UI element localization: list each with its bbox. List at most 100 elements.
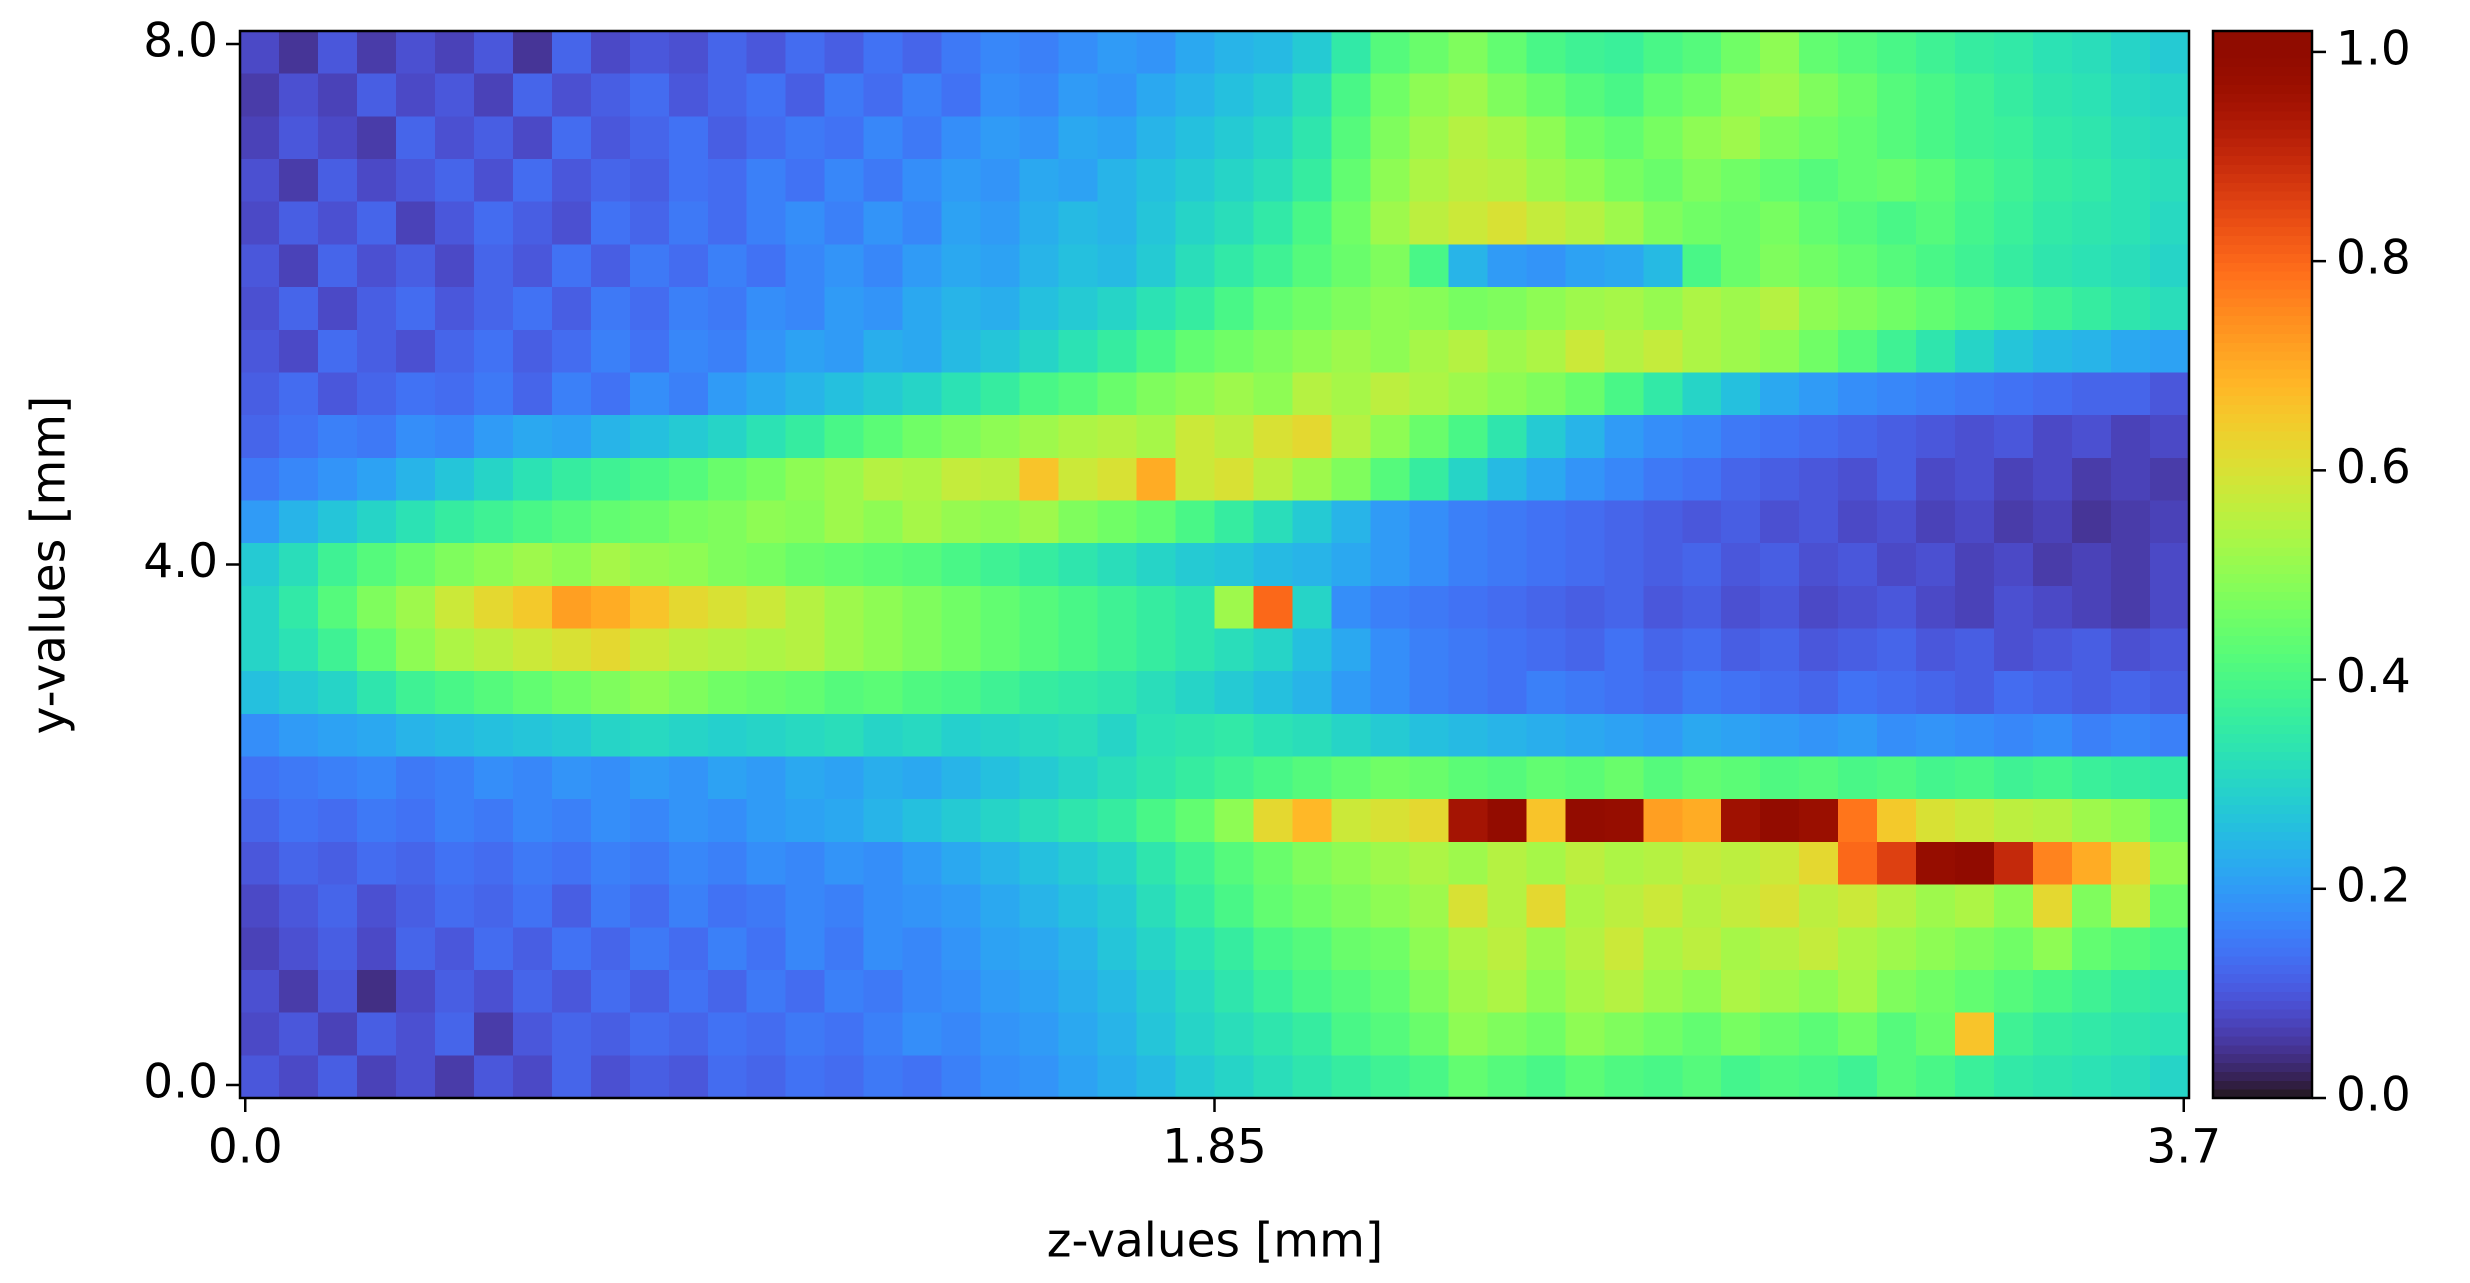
heatmap-cell [1721, 372, 1761, 416]
heatmap-cell [1994, 201, 2034, 245]
heatmap-cell [1916, 73, 1956, 117]
heatmap-cell [941, 543, 982, 587]
colorbar-frame [2211, 29, 2314, 1100]
heatmap-cell [590, 1055, 631, 1099]
heatmap-cell [1838, 927, 1878, 971]
heatmap-cell [1916, 1055, 1956, 1099]
colorbar-gradient [2213, 760, 2312, 770]
heatmap-cell [1019, 969, 1060, 1014]
heatmap-cell [824, 244, 865, 288]
heatmap-cell [902, 969, 943, 1014]
heatmap-cell [1604, 415, 1644, 459]
colorbar-gradient [2213, 199, 2312, 210]
heatmap-cell [1877, 713, 1917, 758]
colorbar-gradient [2213, 715, 2312, 726]
heatmap-cell [1409, 500, 1449, 544]
heatmap-cell [1097, 969, 1138, 1014]
heatmap-cell [1916, 329, 1956, 374]
heatmap-cell [1487, 244, 1527, 288]
heatmap-cell [1214, 585, 1255, 630]
heatmap-cell [941, 841, 982, 886]
heatmap-cell [629, 201, 670, 245]
heatmap-cell [1175, 372, 1216, 416]
heatmap-cell [434, 1055, 475, 1099]
heatmap-cell [1526, 244, 1566, 288]
colorbar-gradient [2213, 431, 2312, 441]
heatmap-cell [240, 500, 280, 544]
heatmap-cell [1877, 116, 1917, 160]
colorbar-gradient [2213, 546, 2312, 557]
heatmap-cell [434, 372, 475, 416]
heatmap-cell [824, 1055, 865, 1099]
heatmap-cell [473, 372, 514, 416]
heatmap-cell [1136, 543, 1177, 587]
heatmap-cell [473, 457, 514, 502]
heatmap-cell [1526, 116, 1566, 160]
heatmap-cell [551, 1012, 592, 1056]
heatmap-cell [1760, 244, 1800, 288]
heatmap-cell [512, 671, 553, 715]
heatmap-cell [1292, 585, 1333, 630]
heatmap-cell [2033, 287, 2073, 331]
heatmap-cell [1019, 1012, 1060, 1056]
heatmap-cell [1877, 201, 1917, 245]
heatmap-cell [1019, 713, 1060, 758]
heatmap-cell [902, 756, 943, 800]
heatmap-cell [668, 713, 709, 758]
heatmap-cell [278, 159, 319, 203]
heatmap-cell [1487, 457, 1527, 502]
heatmap-cell [1487, 543, 1527, 587]
heatmap-cell [863, 287, 904, 331]
heatmap-cell [1955, 201, 1995, 245]
heatmap-cell [1994, 159, 2034, 203]
heatmap-cell [1175, 415, 1216, 459]
heatmap-cell [1877, 628, 1917, 672]
heatmap-cell [473, 543, 514, 587]
heatmap-cell [902, 500, 943, 544]
heatmap-cell [1799, 500, 1839, 544]
heatmap-cell [1292, 372, 1333, 416]
heatmap-cell [785, 927, 826, 971]
heatmap-cell [317, 116, 358, 160]
heatmap-cell [1058, 329, 1099, 374]
heatmap-cell [980, 799, 1021, 843]
heatmap-cell [317, 329, 358, 374]
heatmap-cell [2150, 287, 2190, 331]
heatmap-cell [1877, 841, 1917, 886]
heatmap-cell [1097, 756, 1138, 800]
heatmap-cell [1019, 585, 1060, 630]
heatmap-cell [941, 884, 982, 928]
colorbar-gradient [2213, 822, 2312, 832]
heatmap-cell [1682, 969, 1722, 1014]
heatmap-cell [1097, 372, 1138, 416]
heatmap-cell [317, 756, 358, 800]
heatmap-cell [863, 457, 904, 502]
heatmap-cell [902, 244, 943, 288]
heatmap-cell [2150, 500, 2190, 544]
heatmap-cell [1916, 543, 1956, 587]
heatmap-cell [1292, 671, 1333, 715]
heatmap-cell [1409, 415, 1449, 459]
heatmap-cell [1175, 628, 1216, 672]
heatmap-cell [746, 457, 787, 502]
heatmap-cell [356, 713, 397, 758]
heatmap-cell [1409, 713, 1449, 758]
heatmap-cell [1058, 500, 1099, 544]
heatmap-cell [551, 201, 592, 245]
heatmap-cell [1097, 201, 1138, 245]
heatmap-cell [1916, 372, 1956, 416]
heatmap-cell [356, 884, 397, 928]
heatmap-cell [2111, 201, 2151, 245]
heatmap-cell [824, 969, 865, 1014]
heatmap-cell [1838, 884, 1878, 928]
heatmap-cell [1370, 841, 1410, 886]
heatmap-cell [785, 500, 826, 544]
colorbar-gradient [2213, 288, 2312, 299]
heatmap-cell [356, 457, 397, 502]
heatmap-cell [785, 628, 826, 672]
heatmap-cell [980, 841, 1021, 886]
colorbar-gradient [2213, 929, 2312, 939]
heatmap-cell [1019, 244, 1060, 288]
heatmap-cell [395, 543, 436, 587]
heatmap-cell [1604, 543, 1644, 587]
